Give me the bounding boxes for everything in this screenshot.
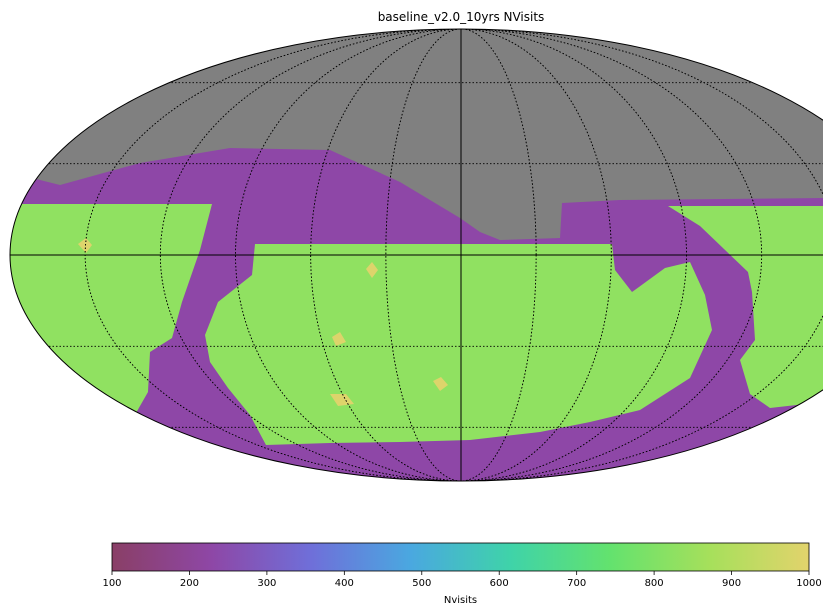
colorbar-ticks: 100 200 300 400 500 600 700 800 900 1000 — [102, 571, 822, 589]
colorbar-tick-label: 600 — [490, 578, 509, 589]
colorbar-tick-label: 800 — [645, 578, 664, 589]
colorbar-tick-label: 900 — [722, 578, 741, 589]
colorbar-tick-label: 1000 — [796, 578, 821, 589]
map-outline — [9, 28, 823, 482]
colorbar-tick-label: 500 — [412, 578, 431, 589]
deep-drilling-fields — [78, 238, 448, 406]
colorbar-tick-label: 400 — [335, 578, 354, 589]
colorbar-bar — [111, 542, 810, 572]
colorbar-tick-label: 100 — [102, 578, 121, 589]
region-wide-fast-deep — [10, 204, 823, 445]
colorbar-tick-label: 200 — [180, 578, 199, 589]
ddf-patch-4 — [433, 377, 448, 391]
ddf-patch-3 — [332, 332, 346, 346]
colorbar-label: Nvisits — [444, 595, 477, 606]
ddf-patch-5 — [330, 394, 354, 406]
colorbar-tick-label: 300 — [257, 578, 276, 589]
ddf-patch-2 — [366, 262, 378, 278]
colorbar: 100 200 300 400 500 600 700 800 900 1000 Nvisits — [102, 542, 822, 606]
chart-title: baseline_v2.0_10yrs NVisits — [378, 10, 545, 24]
ddf-patch-1 — [78, 238, 92, 253]
colorbar-tick-label: 700 — [567, 578, 586, 589]
